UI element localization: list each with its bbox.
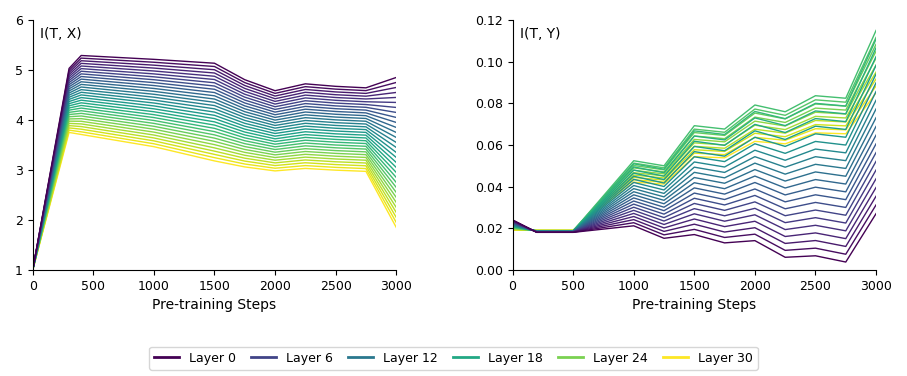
X-axis label: Pre-training Steps: Pre-training Steps <box>152 298 277 312</box>
Text: I(T, X): I(T, X) <box>40 27 82 41</box>
Legend: Layer 0, Layer 6, Layer 12, Layer 18, Layer 24, Layer 30: Layer 0, Layer 6, Layer 12, Layer 18, La… <box>150 347 757 370</box>
X-axis label: Pre-training Steps: Pre-training Steps <box>632 298 756 312</box>
Text: I(T, Y): I(T, Y) <box>520 27 561 41</box>
